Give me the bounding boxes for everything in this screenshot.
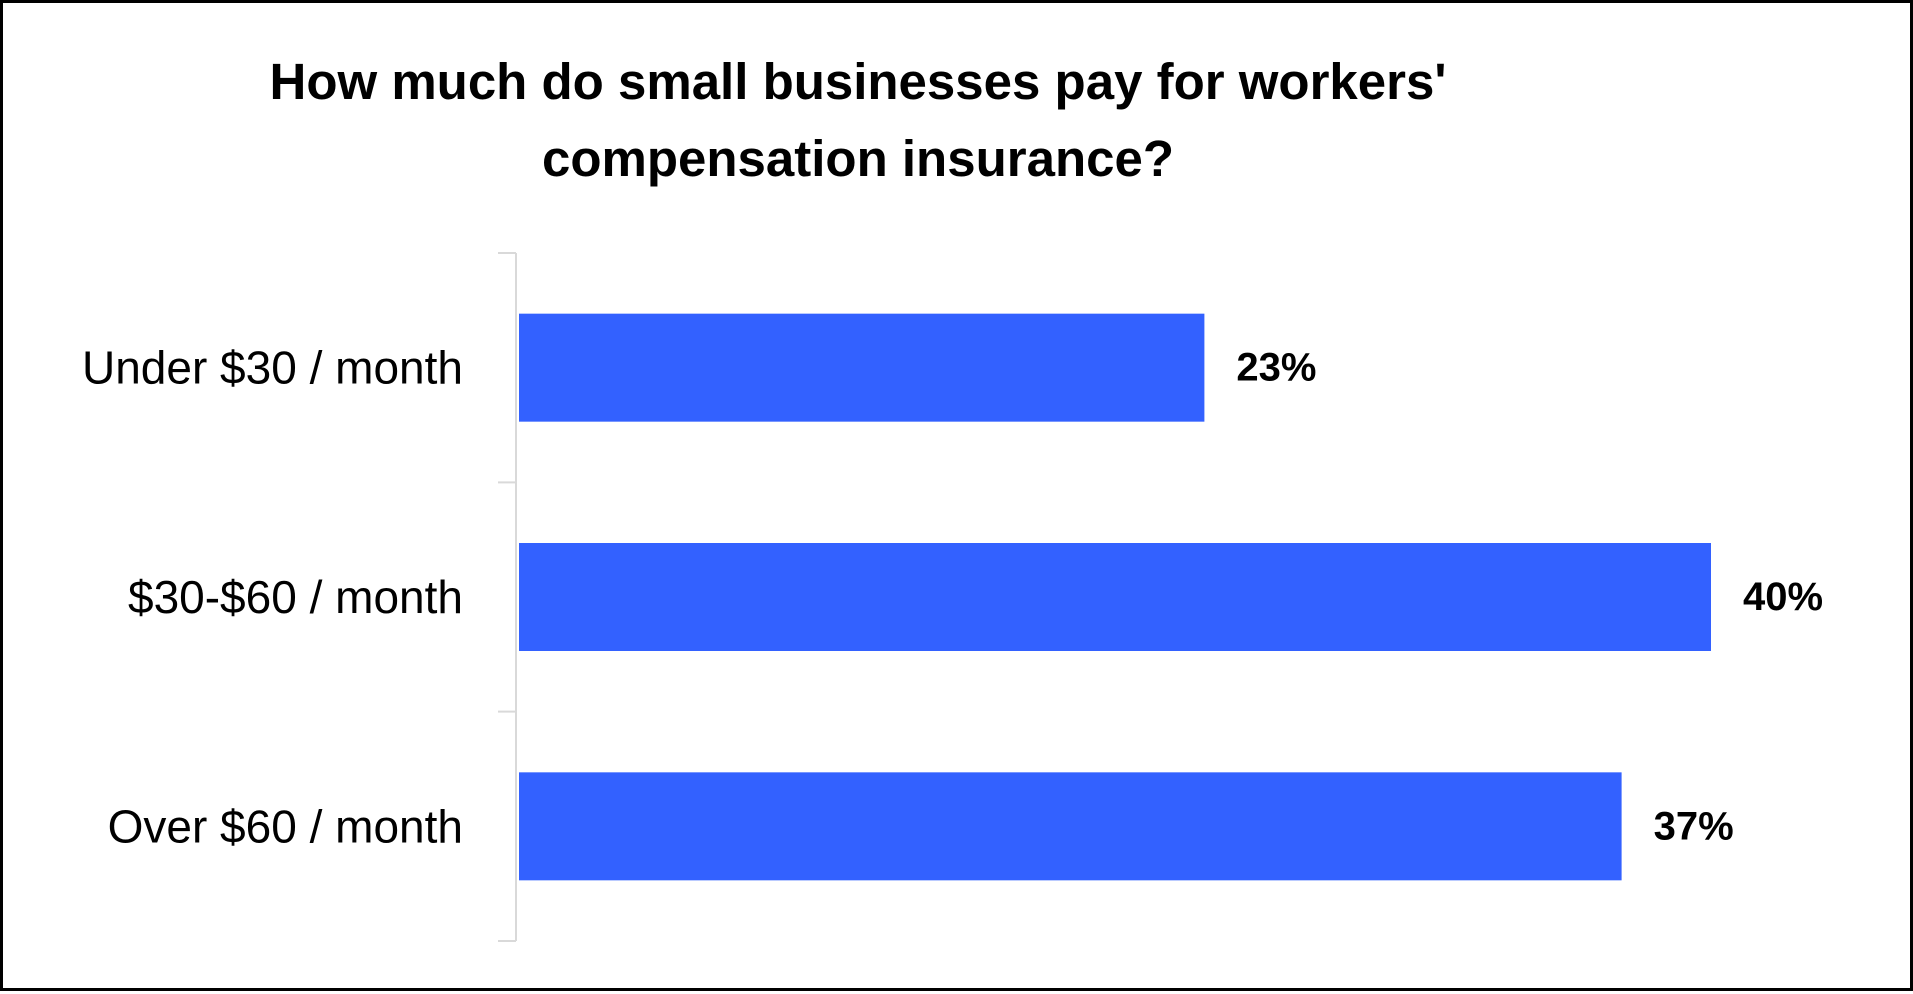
data-label: 37% [1654,804,1734,848]
category-labels: Under $30 / month $30-$60 / month Over $60… [82,342,463,853]
data-labels: 23% 40% 37% [1236,346,1823,849]
bar [519,772,1622,881]
category-label: Under $30 / month [82,342,463,394]
category-label: $30-$60 / month [128,571,463,623]
bar [519,543,1711,651]
data-label: 23% [1236,346,1316,390]
chart-plot-area: Under $30 / month $30-$60 / month Over $60… [82,252,1823,942]
chart-title: How much do small businesses pay for wor… [269,53,1447,187]
bars [519,313,1711,881]
y-axis-ticks [498,252,516,942]
category-label: Over $60 / month [108,800,463,852]
data-label: 40% [1743,575,1823,619]
bar [519,313,1205,422]
